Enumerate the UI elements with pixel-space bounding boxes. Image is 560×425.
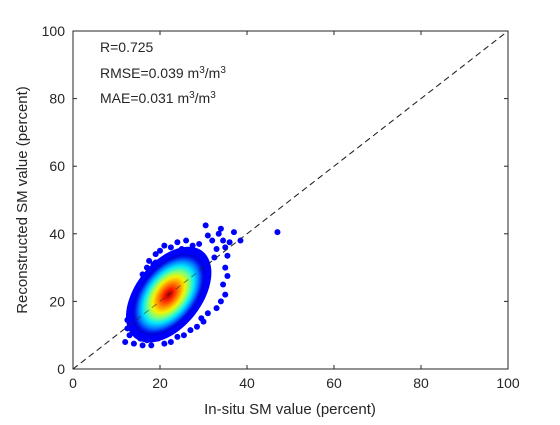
- scatter-point: [148, 342, 155, 349]
- scatter-point: [174, 333, 181, 340]
- scatter-point: [222, 244, 229, 251]
- scatter-point: [157, 247, 163, 254]
- y-axis-ticks: 0 20 40 60 80 100: [42, 23, 508, 377]
- scatter-point: [174, 239, 181, 246]
- scatter-point: [209, 237, 216, 244]
- scatter-point: [213, 246, 220, 253]
- y-tick-label: 60: [49, 158, 65, 174]
- scatter-point: [222, 264, 229, 271]
- scatter-point: [230, 229, 237, 236]
- scatter-point: [224, 252, 231, 259]
- annotation-mae-exp-2: 3: [210, 90, 216, 101]
- scatter-point: [122, 338, 129, 345]
- scatter-point: [213, 305, 220, 312]
- scatter-point: [222, 291, 229, 298]
- y-tick-label: 80: [49, 91, 65, 107]
- scatter-point: [204, 232, 211, 239]
- one-to-one-reference-line-overlay: [73, 31, 508, 369]
- scatter-point: [183, 237, 190, 244]
- scatter-point: [215, 230, 222, 237]
- scatter-point: [130, 340, 137, 347]
- scatter-point: [220, 237, 227, 244]
- scatter-point: [274, 229, 281, 236]
- y-axis-label: Reconstructed SM value (percent): [14, 86, 31, 314]
- scatter-point: [226, 239, 233, 246]
- y-tick-label: 0: [57, 361, 65, 377]
- annotation-rmse-prefix: RMSE=0.039 m: [100, 65, 199, 81]
- scatter-point: [167, 244, 174, 251]
- y-tick-label: 40: [49, 226, 65, 242]
- y-tick-label: 20: [49, 293, 65, 309]
- x-tick-label: 20: [152, 375, 168, 391]
- annotation-rmse-exp-2: 3: [220, 65, 226, 76]
- scatter-point: [224, 273, 231, 280]
- x-axis-label: In-situ SM value (percent): [204, 401, 376, 418]
- scatter-point: [220, 281, 227, 288]
- annotation-mae-exp-1: 3: [189, 90, 195, 101]
- x-tick-label: 40: [239, 375, 255, 391]
- annotation-rmse: RMSE=0.039 m3/m3: [100, 65, 226, 82]
- scatter-point: [198, 315, 205, 322]
- scatter-point: [237, 237, 244, 244]
- scatter-point: [161, 242, 168, 249]
- scatter-point: [204, 310, 211, 317]
- annotation-rmse-exp-1: 3: [199, 65, 205, 76]
- scatter-point: [217, 298, 224, 305]
- x-tick-label: 60: [326, 375, 342, 391]
- scatter-point: [167, 338, 174, 345]
- scatter-point: [161, 340, 168, 347]
- scatter-point: [187, 327, 194, 334]
- annotation-mae-unit-sep: /m: [195, 90, 211, 106]
- scatter-point: [211, 254, 218, 261]
- x-tick-label: 80: [413, 375, 429, 391]
- x-axis-ticks: 0 20 40 60 80 100: [69, 31, 520, 391]
- scatter-point: [196, 240, 203, 247]
- annotation-rmse-unit-sep: /m: [205, 65, 221, 81]
- x-tick-label: 100: [496, 375, 520, 391]
- data-layer: [73, 31, 508, 369]
- annotation-mae: MAE=0.031 m3/m3: [100, 90, 216, 107]
- y-tick-label: 100: [42, 23, 66, 39]
- scatter-point: [152, 251, 159, 258]
- scatter-point: [146, 257, 153, 264]
- scatter-point: [193, 323, 200, 330]
- scatter-point: [217, 225, 224, 232]
- annotation-mae-prefix: MAE=0.031 m: [100, 90, 189, 106]
- annotation-r: R=0.725: [100, 39, 154, 55]
- scatter-point: [202, 222, 209, 229]
- scatter-point: [139, 342, 146, 349]
- scatter-point: [180, 332, 187, 339]
- x-tick-label: 0: [69, 375, 77, 391]
